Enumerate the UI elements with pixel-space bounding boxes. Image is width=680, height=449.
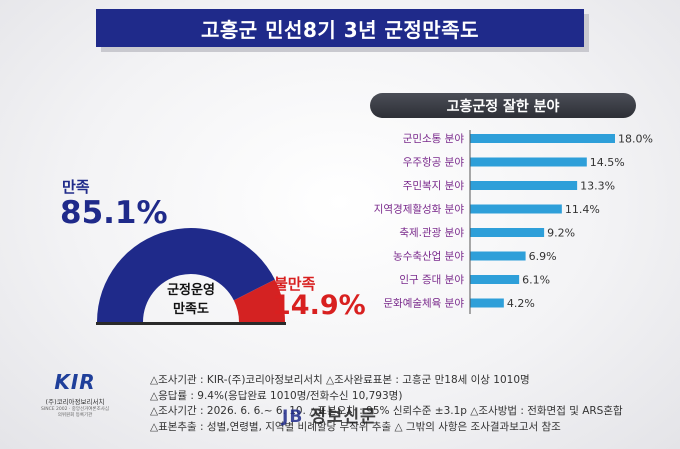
survey-note: △응답률 : 9.4%(응답완료 1010명/전화수신 10,793명) [150, 389, 403, 402]
bar-category-label: 지역경제활성화 분야 [374, 203, 465, 216]
page-title: 고흥군 민선8기 3년 군정만족도 [96, 9, 584, 47]
bar [470, 298, 504, 308]
gauge-baseline [96, 322, 286, 325]
bar [470, 134, 615, 143]
survey-note: △표본추출 : 성별,연령별, 지역별 비례할당 무작위 추출 △ 그밖의 사항… [150, 420, 561, 433]
bar-category-label: 문화예술체육 분야 [383, 297, 464, 310]
dissatisfied-value: 14.9% [272, 290, 366, 321]
bar-value-label: 14.5% [590, 156, 625, 169]
satisfied-value: 85.1% [60, 195, 168, 231]
gauge-center-line2: 만족도 [173, 302, 209, 317]
dissatisfied-label: 불만족 [274, 275, 316, 293]
bar [470, 228, 545, 237]
gauge-center-line1: 군정운영 [167, 283, 215, 298]
satisfaction-gauge [96, 228, 286, 325]
gauge-segment-dissatisfied [233, 279, 285, 322]
bar-category-label: 우주항공 분야 [403, 156, 465, 169]
field-bar-chart: 군민소통 분야 18.0% 우주항공 분야 14.5% 주민복지 분야 13.3% 지역경제… [374, 130, 653, 314]
logo-name: (주)코리아정보리서치 [45, 398, 105, 406]
survey-note: △조사기관 : KIR-(주)코리아정보리서치 △조사완료표본 : 고흥군 만1… [150, 374, 530, 386]
survey-notes: △조사기관 : KIR-(주)코리아정보리서치 △조사완료표본 : 고흥군 만1… [150, 373, 670, 435]
bar-value-label: 9.2% [547, 227, 575, 240]
bar-value-label: 18.0% [618, 133, 653, 146]
bar-chart-title: 고흥군정 잘한 분야 [370, 93, 636, 118]
satisfied-label: 만족 [62, 178, 90, 196]
bar-category-label: 농수축산업 분야 [393, 250, 464, 263]
watermark-text: 정보신문 [310, 407, 377, 427]
logo-mark: KIR [54, 370, 96, 394]
bar-category-label: 축제.관광 분야 [399, 226, 464, 239]
watermark-prefix: JB [282, 407, 304, 427]
watermark: JB 정보신문 [282, 402, 377, 427]
bar [470, 204, 562, 214]
bar [470, 157, 587, 167]
bar [470, 181, 578, 190]
bar [470, 251, 526, 261]
bar-value-label: 6.9% [529, 250, 557, 263]
survey-note: △조사기간 : 2026. 6. 6.~ 6. 10. △표본오차 : 95% … [150, 405, 623, 417]
gauge-segment-satisfied [97, 228, 275, 322]
gauge-center-label: 군정운영 만족도 [152, 281, 230, 319]
kir-logo: KIR (주)코리아정보리서치 SINCE 2002 · 중앙선거여론조사심의위… [40, 370, 110, 420]
bar-category-label: 인구 증대 분야 [399, 273, 464, 286]
bar-value-label: 13.3% [580, 180, 615, 193]
logo-sub: SINCE 2002 · 중앙선거여론조사심의위원회 등록기관 [41, 407, 109, 418]
bar [470, 275, 520, 284]
bar-value-label: 4.2% [507, 297, 535, 310]
bar-category-label: 주민복지 분야 [403, 179, 465, 192]
bar-category-label: 군민소통 분야 [403, 132, 465, 145]
bar-value-label: 11.4% [565, 203, 600, 216]
bar-value-label: 6.1% [522, 274, 550, 287]
